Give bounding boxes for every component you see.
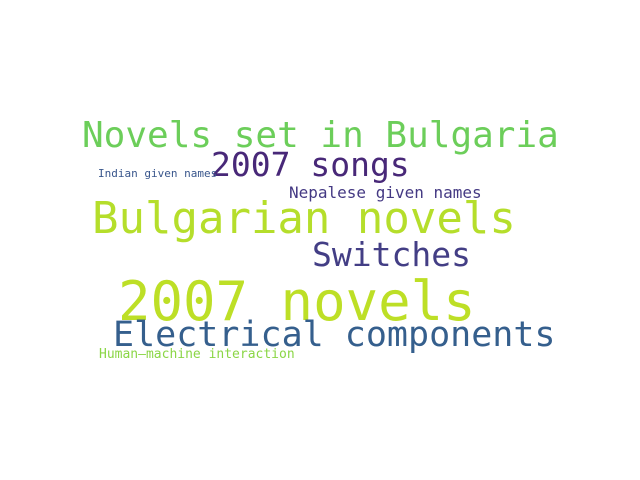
word-2007-songs: 2007 songs [211,145,410,184]
word-2007-novels: 2007 novels [118,270,476,333]
word-switches: Switches [312,235,471,274]
word-bulgarian-novels: Bulgarian novels [92,193,516,244]
word-human-machine-interaction: Human–machine interaction [99,347,295,362]
word-indian-given-names: Indian given names [98,167,218,180]
word-electrical-components: Electrical components [113,315,556,355]
word-novels-set-in-bulgaria: Novels set in Bulgaria [82,115,559,156]
word-nepalese-given-names: Nepalese given names [289,183,482,202]
